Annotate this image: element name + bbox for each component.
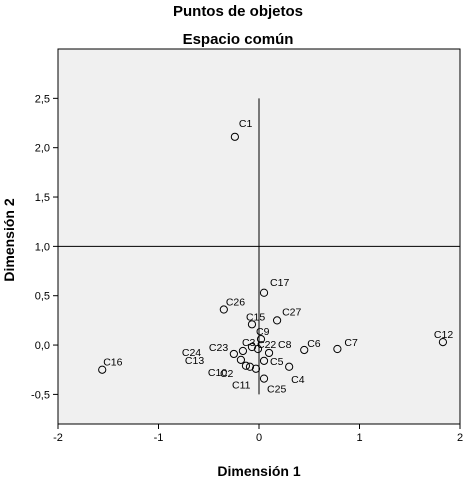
data-point: C9	[256, 326, 270, 344]
y-tick-label: 2,5	[35, 93, 50, 105]
data-point: C11	[232, 364, 261, 392]
point-marker	[438, 337, 448, 347]
point-label: C6	[307, 338, 321, 350]
point-marker	[259, 356, 269, 365]
point-label: C3	[242, 337, 256, 349]
point-marker	[245, 362, 255, 371]
point-label: C22	[257, 339, 276, 351]
point-marker	[98, 365, 107, 374]
point-label: C17	[270, 277, 289, 289]
x-tick-label: 1	[356, 432, 362, 444]
point-label: C27	[282, 306, 301, 318]
x-tick-label: 2	[457, 432, 463, 444]
point-label: C12	[434, 329, 453, 341]
point-label: C16	[103, 357, 122, 369]
data-point: C26	[219, 297, 245, 314]
data-point: C4	[285, 362, 305, 386]
y-tick-label: 2,0	[35, 143, 50, 155]
data-point: C8	[264, 339, 292, 358]
point-marker	[241, 361, 251, 370]
point-marker	[219, 305, 228, 314]
chart-title: Puntos de objetos	[173, 3, 303, 20]
y-tick-label: 1,5	[35, 192, 50, 204]
data-point: C1	[230, 118, 253, 141]
point-label: C26	[226, 297, 245, 309]
data-point: C6	[300, 338, 321, 355]
point-marker	[253, 344, 263, 354]
point-marker	[259, 288, 269, 297]
point-label: C15	[246, 311, 265, 323]
point-marker	[333, 344, 342, 354]
point-marker	[251, 364, 261, 373]
point-label: C5	[270, 356, 284, 368]
y-tick-label: -0,5	[31, 389, 50, 401]
point-label: C7	[344, 337, 358, 349]
point-marker	[300, 345, 309, 355]
point-marker	[230, 132, 239, 141]
data-point: C3	[242, 337, 257, 352]
x-tick-label: -2	[53, 432, 63, 444]
axis-ticks: -2 -1 0 1 2 -0,5 0,0 0,5 1,0 1,5 2,0 2,5	[31, 93, 463, 444]
point-label: C4	[291, 374, 305, 386]
point-label: C23	[209, 342, 228, 354]
point-label: C9	[256, 326, 270, 338]
point-marker	[238, 346, 248, 356]
chart-subtitle: Espacio común	[183, 31, 294, 48]
point-label: C10	[208, 367, 227, 379]
point-label: C13	[185, 355, 204, 367]
data-point: C17	[259, 277, 289, 297]
data-point: C12	[434, 329, 453, 347]
y-axis-title: Dimensión 2	[1, 198, 17, 281]
data-point: C25	[259, 374, 286, 396]
point-marker	[247, 342, 257, 352]
data-point: C27	[272, 306, 302, 325]
point-marker	[256, 335, 266, 344]
x-axis-title: Dimensión 1	[217, 463, 300, 479]
data-point: C5	[259, 356, 284, 368]
data-point: C23	[209, 342, 248, 356]
x-tick-label: 0	[256, 432, 262, 444]
y-tick-label: 0,5	[35, 291, 50, 303]
y-tick-label: 0,0	[35, 340, 50, 352]
point-label: C24	[182, 347, 201, 359]
point-marker	[259, 374, 269, 383]
data-point: C2	[220, 362, 255, 380]
data-point: C13	[185, 355, 246, 367]
data-point: C16	[98, 357, 123, 374]
point-marker	[236, 355, 246, 364]
point-marker	[272, 316, 282, 325]
point-marker	[264, 348, 274, 358]
point-label: C1	[239, 118, 253, 130]
data-point: C24	[182, 347, 238, 359]
point-marker	[247, 320, 257, 329]
point-label: C2	[220, 368, 234, 380]
data-point: C7	[333, 337, 358, 354]
data-point: C10	[208, 361, 251, 379]
point-label: C11	[232, 380, 251, 392]
point-marker	[285, 362, 294, 371]
point-label: C25	[267, 384, 286, 396]
point-label: C8	[278, 339, 292, 351]
y-tick-label: 1,0	[35, 241, 50, 253]
x-tick-label: -1	[154, 432, 164, 444]
point-marker	[229, 349, 238, 359]
data-point: C22	[253, 339, 276, 354]
data-point: C15	[246, 311, 265, 329]
